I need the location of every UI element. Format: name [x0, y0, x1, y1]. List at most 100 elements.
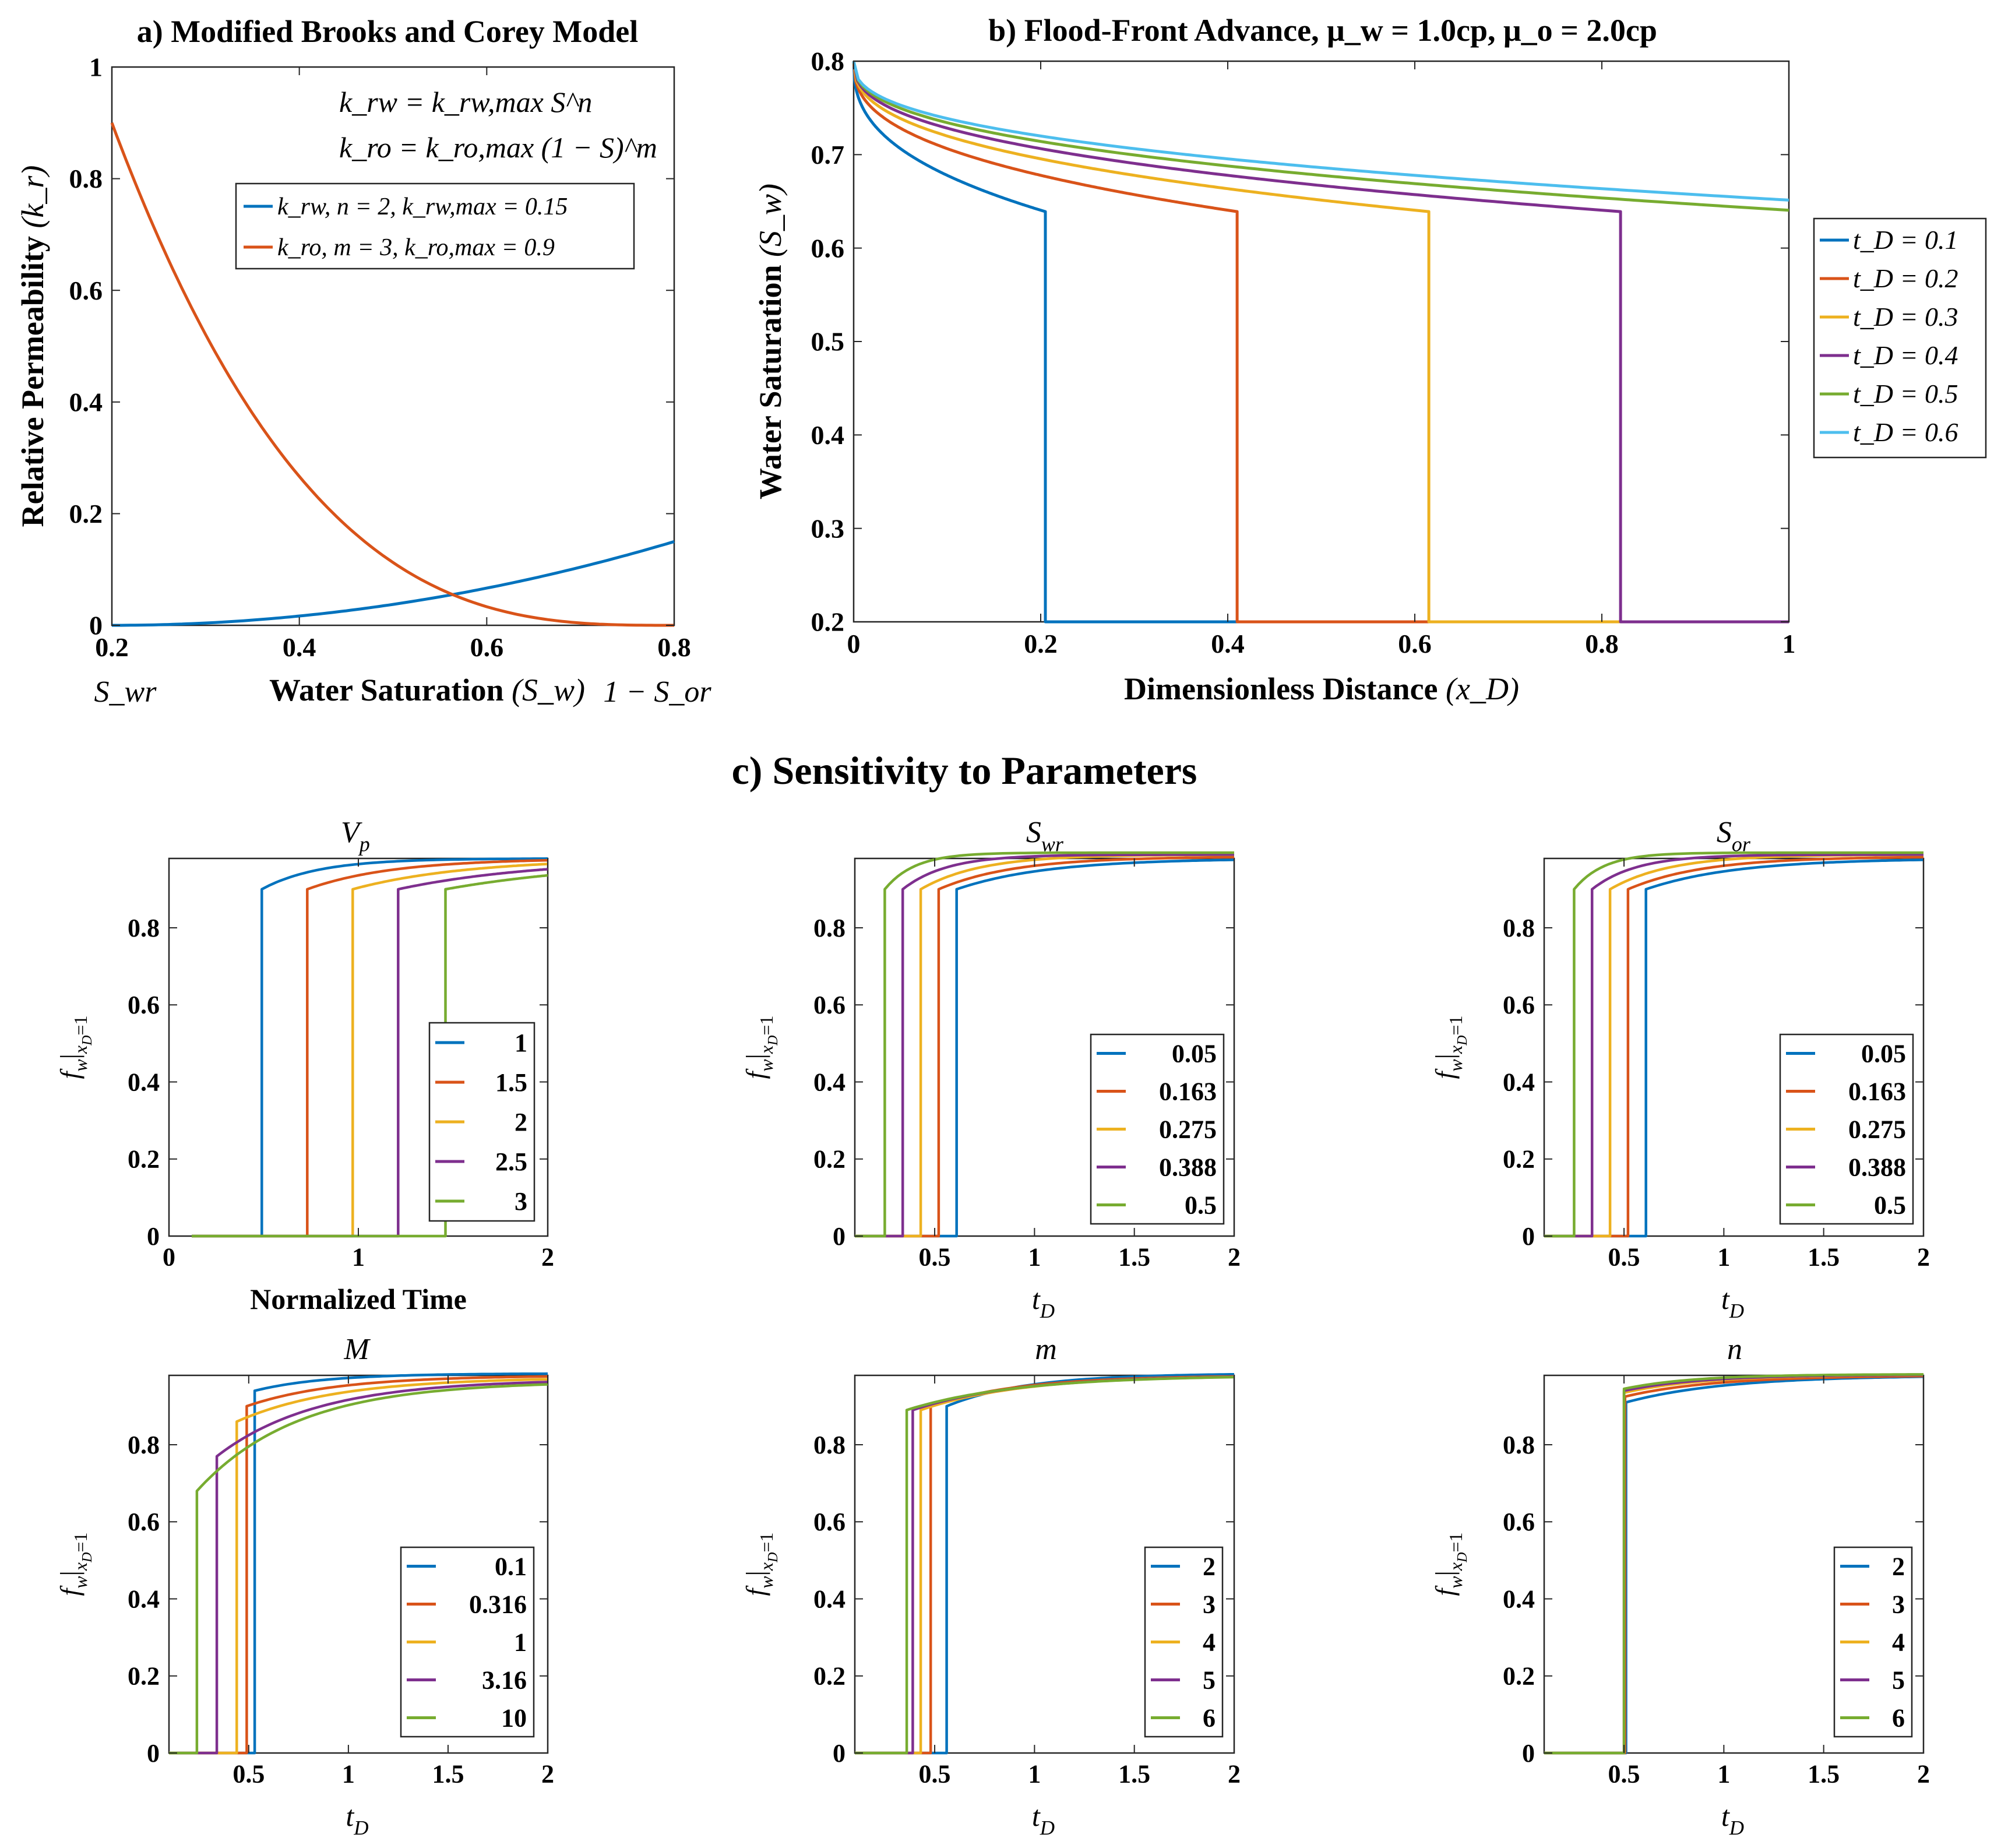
- chart-M-series-0-1: [169, 1372, 548, 1755]
- chart-m-legend-label: 6: [1203, 1704, 1216, 1733]
- chart-vp-series-3: [192, 874, 548, 1238]
- chart-vp-legend-label: 3: [515, 1187, 527, 1216]
- chart-b-ytick-label: 0.7: [811, 140, 845, 170]
- chart-M-xtick-label: 1: [342, 1760, 355, 1789]
- chart-n-legend-label: 2: [1892, 1553, 1905, 1581]
- chart-swr-xtick-label: 2: [1228, 1243, 1241, 1272]
- chart-b-series-t0-2: [852, 61, 1789, 624]
- chart-sor-legend-label: 0.275: [1848, 1115, 1906, 1144]
- chart-M-series-1: [169, 1378, 548, 1755]
- chart-vp-legend-label: 1: [515, 1029, 527, 1057]
- chart-swr-title: Swr: [1026, 816, 1066, 856]
- chart-vp-title: Vp: [341, 816, 372, 856]
- chart-M-legend-label: 10: [501, 1704, 527, 1733]
- chart-b-xlabel: Dimensionless Distance (x_D): [1124, 671, 1519, 706]
- chart-swr-legend-label: 0.388: [1159, 1153, 1217, 1182]
- chart-sor-series-0-163: [1544, 856, 1924, 1238]
- chart-swr: Swr 0.5 1 1.5 200.20.40.60.8fw|xD=1tD 0.050…: [741, 816, 1241, 1322]
- chart-sor-ylabel: fw|xD=1: [1430, 1016, 1470, 1079]
- chart-b-xtick-label: 0.4: [1211, 629, 1245, 659]
- chart-sor-xtick-label: 0.5: [1608, 1243, 1640, 1272]
- chart-M-title: M: [343, 1333, 371, 1366]
- chart-a-ytick-label: 0.2: [69, 499, 103, 529]
- chart-swr-ytick-label: 0.4: [813, 1068, 845, 1096]
- chart-swr-series-0-5: [855, 851, 1234, 1238]
- chart-m-xlabel: tD: [1032, 1800, 1057, 1839]
- chart-sor-xtick-label: 1.5: [1808, 1243, 1840, 1272]
- chart-swr-legend-label: 0.5: [1185, 1191, 1217, 1220]
- chart-a-xlabel: Water Saturation (S_w): [269, 673, 585, 707]
- chart-b-series-t0-1: [852, 61, 1789, 624]
- chart-n-xlabel: tD: [1721, 1800, 1746, 1839]
- chart-n-xtick-label: 0.5: [1608, 1760, 1640, 1789]
- chart-vp-legend-label: 2: [515, 1108, 527, 1136]
- chart-b-xtick-label: 0.8: [1585, 629, 1619, 659]
- chart-m-title: m: [1035, 1333, 1057, 1366]
- chart-b-legend-label: t_D = 0.4: [1853, 340, 1958, 370]
- chart-M-xlabel: tD: [346, 1800, 371, 1839]
- chart-swr-ytick-label: 0.8: [813, 914, 845, 942]
- chart-sor: Sor 0.5 1 1.5 200.20.40.60.8fw|xD=1tD 0.050…: [1430, 816, 1930, 1322]
- chart-a-ytick-label: 0.6: [69, 276, 103, 305]
- chart-b-frame: [852, 60, 1790, 623]
- chart-n-xtick-label: 1.5: [1808, 1760, 1840, 1789]
- chart-n-series-6: [1544, 1373, 1923, 1755]
- chart-sor-legend-label: 0.163: [1848, 1078, 1906, 1106]
- chart-n-legend-label: 4: [1892, 1628, 1905, 1657]
- chart-m-legend-label: 3: [1203, 1590, 1216, 1619]
- chart-swr-ylabel: fw|xD=1: [741, 1016, 781, 1079]
- chart-b-ylabel: Water Saturation (S_w): [753, 184, 788, 499]
- chart-M-legend-label: 3.16: [482, 1666, 527, 1695]
- chart-m-ytick-label: 0: [833, 1739, 845, 1768]
- chart-swr-series-0-163: [855, 856, 1235, 1238]
- chart-n-legend: 2 3 4 5 6: [1833, 1546, 1913, 1738]
- chart-b-legend: t_D = 0.1 t_D = 0.2 t_D = 0.3 t_D = 0.4 t_D …: [1813, 217, 1987, 459]
- chart-n-legend-label: 6: [1892, 1704, 1905, 1733]
- chart-M-ytick-label: 0.8: [128, 1431, 160, 1459]
- chart-a-xtick-label: 0.4: [283, 632, 316, 662]
- chart-M-ytick-label: 0.2: [128, 1662, 160, 1691]
- chart-vp-legend-label: 1.5: [495, 1068, 527, 1097]
- chart-swr-legend-label: 0.163: [1159, 1078, 1217, 1106]
- chart-M-legend-label: 0.1: [495, 1553, 527, 1581]
- chart-a-ytick-label: 0.4: [69, 387, 103, 417]
- chart-sor-xtick-label: 2: [1917, 1243, 1930, 1272]
- chart-m-legend-label: 5: [1203, 1666, 1216, 1695]
- chart-sor-ytick-label: 0.6: [1503, 991, 1535, 1019]
- chart-sor-series-0-388: [1544, 853, 1923, 1238]
- chart-sor-legend-label: 0.05: [1861, 1040, 1906, 1068]
- chart-m-xtick-label: 1.5: [1118, 1760, 1150, 1789]
- chart-m-legend: 2 3 4 5 6: [1144, 1546, 1224, 1738]
- chart-M-legend: 0.1 0.316 1 3.16 10: [400, 1546, 535, 1738]
- chart-vp-series-1: [192, 857, 548, 1238]
- chart-b-ytick-label: 0.8: [811, 47, 845, 76]
- chart-a-ytick-label: 0: [89, 611, 103, 640]
- chart-swr-xtick-label: 1.5: [1118, 1243, 1150, 1272]
- chart-b-legend-label: t_D = 0.1: [1853, 225, 1958, 255]
- chart-a-xtick-label: 0.8: [657, 632, 691, 662]
- chart-vp-ytick-label: 0.2: [128, 1145, 160, 1174]
- chart-swr-xlabel: tD: [1032, 1283, 1057, 1322]
- chart-a-title: a) Modified Brooks and Corey Model: [137, 14, 639, 49]
- chart-M-legend-label: 0.316: [469, 1590, 527, 1619]
- chart-a-ylabel: Relative Permeability (k_r): [15, 166, 50, 527]
- chart-b-ytick-label: 0.6: [811, 233, 845, 263]
- chart-n-xtick-label: 1: [1717, 1760, 1730, 1789]
- chart-a-series-kro: [110, 122, 674, 627]
- chart-a-legend-label: k_rw, n = 2, k_rw,max = 0.15: [277, 193, 568, 220]
- chart-m-ytick-label: 0.6: [813, 1508, 845, 1536]
- chart-b: b) Flood-Front Advance, μ_w = 1.0cp, μ_o…: [753, 13, 1796, 706]
- chart-swr-series-0-05: [855, 858, 1235, 1238]
- chart-M-xtick-label: 2: [541, 1760, 554, 1789]
- chart-vp-xlabel: Normalized Time: [250, 1283, 467, 1315]
- chart-b-ytick-label: 0.4: [811, 420, 845, 450]
- chart-vp-xtick-label: 2: [541, 1243, 554, 1272]
- chart-swr-ytick-label: 0.2: [813, 1145, 845, 1174]
- chart-a-ytick-label: 0.8: [69, 164, 103, 193]
- chart-n-ytick-label: 0.8: [1503, 1431, 1535, 1459]
- chart-sor-legend-label: 0.388: [1848, 1153, 1906, 1182]
- chart-vp-xtick-label: 1: [352, 1243, 365, 1272]
- chart-vp-ytick-label: 0.8: [128, 914, 160, 942]
- chart-sor-ytick-label: 0.4: [1503, 1068, 1535, 1096]
